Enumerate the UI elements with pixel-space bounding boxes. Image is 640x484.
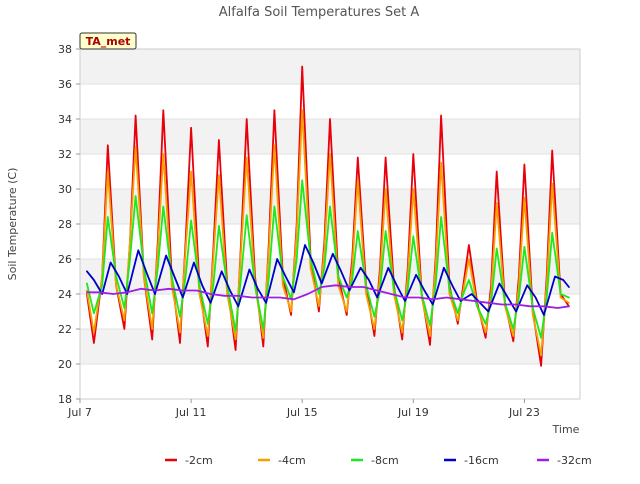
y-axis-label: Soil Temperature (C)	[6, 168, 19, 281]
legend-label: -16cm	[464, 454, 499, 467]
legend-label: -4cm	[278, 454, 306, 467]
x-axis-label: Time	[552, 423, 580, 436]
y-axis-ticks: 18 20 22 24 26 28 30 32 34 36 38	[58, 43, 80, 406]
y-tick-label: 36	[58, 78, 72, 91]
series-line-32cmcm	[86, 284, 570, 309]
y-tick-label: 20	[58, 358, 72, 371]
y-tick-label: 22	[58, 323, 72, 336]
x-tick-label: Jul 19	[397, 406, 429, 419]
y-tick-label: 24	[58, 288, 72, 301]
grid-band	[80, 364, 580, 399]
series-lines	[86, 65, 570, 367]
ta-met-badge: TA_met	[79, 32, 137, 50]
chart-title: Alfalfa Soil Temperatures Set A	[219, 5, 420, 20]
grid-band	[80, 329, 580, 364]
y-tick-label: 32	[58, 148, 72, 161]
y-tick-label: 28	[58, 218, 72, 231]
series-line-16cmcm	[86, 244, 570, 316]
series-line-8cmcm	[86, 179, 570, 339]
badge-box	[79, 32, 137, 50]
x-tick-label: Jul 11	[175, 406, 207, 419]
y-tick-label: 30	[58, 183, 72, 196]
legend-label: -2cm	[185, 454, 213, 467]
grid-band	[80, 224, 580, 259]
grid-band	[80, 294, 580, 329]
y-tick-label: 34	[58, 113, 72, 126]
grid-bands	[80, 48, 580, 400]
legend: -2cm -4cm -8cm -16cm -32cm	[165, 454, 592, 467]
x-axis-ticks: Jul 7 Jul 11 Jul 15 Jul 19 Jul 23	[67, 399, 540, 419]
y-tick-label: 18	[58, 393, 72, 406]
x-tick-label: Jul 23	[508, 406, 540, 419]
x-tick-label: Jul 7	[67, 406, 92, 419]
y-tick-label: 26	[58, 253, 72, 266]
grid-band	[80, 49, 580, 84]
grid-band	[80, 84, 580, 119]
x-tick-label: Jul 15	[286, 406, 318, 419]
y-tick-label: 38	[58, 43, 72, 56]
legend-label: -8cm	[371, 454, 399, 467]
legend-label: -32cm	[557, 454, 592, 467]
badge-label: TA_met	[86, 35, 131, 48]
